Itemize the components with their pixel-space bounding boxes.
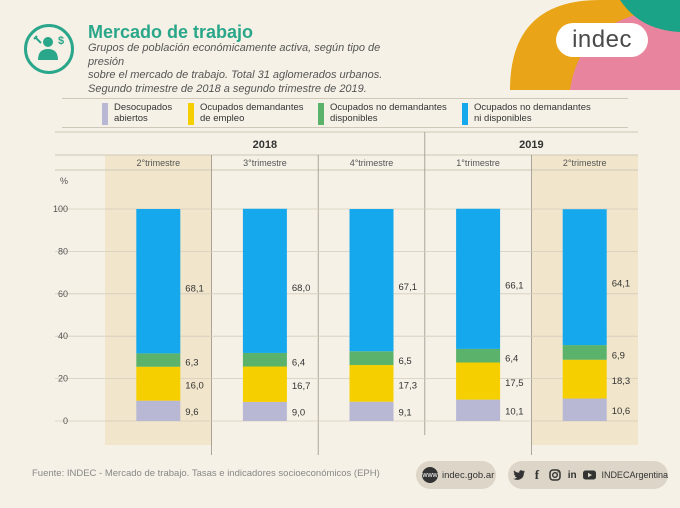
twitter-icon[interactable]	[513, 468, 526, 482]
data-label: 6,3	[185, 358, 198, 369]
data-label: 64,1	[612, 279, 631, 290]
globe-icon: www	[422, 467, 438, 483]
source-note: Fuente: INDEC - Mercado de trabajo. Tasa…	[32, 468, 380, 479]
legend-swatch	[462, 103, 468, 125]
year-label: 2019	[519, 139, 543, 151]
bar-segment	[456, 399, 501, 421]
bar-segment	[242, 208, 287, 353]
legend-swatch	[318, 103, 324, 125]
linkedin-icon[interactable]: in	[567, 469, 577, 481]
data-label: 17,3	[399, 380, 418, 391]
bar-segment	[349, 401, 394, 421]
y-tick-label: 40	[58, 331, 68, 341]
data-label: 9,0	[292, 407, 305, 418]
bar-segment	[242, 352, 287, 367]
bar-segment	[456, 362, 501, 400]
logo-text: indec	[572, 26, 632, 53]
data-label: 6,9	[612, 351, 625, 362]
data-label: 16,7	[292, 381, 311, 392]
instagram-icon[interactable]	[548, 468, 561, 482]
bar-segment	[136, 209, 181, 354]
legend-item-no-demandantes-ni-disponibles: Ocupados no demandantes ni disponibles	[462, 102, 591, 125]
y-axis-label: %	[60, 176, 68, 186]
bar-segment	[456, 348, 501, 363]
social-handle: INDECArgentina	[601, 470, 668, 480]
data-label: 10,1	[505, 406, 523, 417]
quarter-label: 4°trimestre	[350, 158, 394, 168]
data-label: 67,1	[399, 282, 418, 293]
quarter-label: 2°trimestre	[136, 158, 180, 168]
indec-logo[interactable]: indec	[556, 23, 648, 57]
y-tick-label: 80	[58, 246, 68, 256]
data-label: 6,5	[399, 356, 412, 367]
legend-label: Ocupados no demandantes ni disponibles	[474, 102, 591, 124]
y-tick-label: 100	[53, 204, 68, 214]
bar-segment	[562, 345, 607, 360]
data-label: 10,6	[612, 406, 631, 417]
bar-segment	[242, 366, 287, 402]
subtitle-line: Segundo trimestre de 2018 a segundo trim…	[88, 82, 367, 95]
svg-text:$: $	[58, 35, 64, 47]
bar-segment	[136, 353, 181, 367]
data-label: 17,5	[505, 378, 523, 389]
data-label: 16,0	[185, 381, 204, 392]
stacked-bar-chart: 2018 2019 2°trimestre 3°trimestre 4°trimestr…	[53, 131, 638, 455]
bar-segment	[456, 208, 501, 349]
legend-item-desocupados: Desocupados abiertos	[102, 102, 173, 125]
year-label: 2018	[253, 139, 277, 151]
bar-segment	[349, 209, 394, 352]
data-label: 9,1	[399, 407, 412, 418]
y-tick-label: 20	[58, 374, 68, 384]
legend-item-no-demandantes-disponibles: Ocupados no demandantes disponibles	[318, 102, 447, 125]
page-title: Mercado de trabajo	[88, 22, 254, 42]
legend-swatch	[102, 103, 108, 125]
quarter-label: 2°trimestre	[563, 158, 607, 168]
data-label: 68,0	[292, 283, 311, 294]
quarter-label: 3°trimestre	[243, 158, 287, 168]
legend-label: Desocupados abiertos	[114, 102, 173, 124]
bar-segment	[562, 398, 607, 421]
data-label: 68,1	[185, 283, 204, 294]
y-tick-label: 0	[63, 416, 68, 426]
bar-segment	[136, 400, 181, 421]
bar-segment	[349, 351, 394, 366]
data-label: 6,4	[505, 353, 518, 364]
bar-segment	[562, 209, 607, 346]
chart-legend: Desocupados abiertos Ocupados demandantes…	[62, 98, 628, 128]
bar-segment	[562, 359, 607, 399]
y-tick-label: 60	[58, 289, 68, 299]
social-links[interactable]: f in INDECArgentina	[508, 461, 668, 489]
quarter-label: 1°trimestre	[456, 158, 500, 168]
data-label: 18,3	[612, 376, 631, 387]
website-link[interactable]: www indec.gob.ar	[416, 461, 496, 489]
facebook-icon[interactable]: f	[534, 467, 540, 482]
youtube-icon[interactable]	[583, 468, 597, 482]
bar-segment	[349, 365, 394, 402]
subtitle-line: Grupos de población económicamente activ…	[88, 42, 381, 68]
subtitle-line: sobre el mercado de trabajo. Total 31 ag…	[88, 69, 383, 81]
page-subtitle: Grupos de población económicamente activ…	[88, 42, 418, 96]
website-text: indec.gob.ar	[442, 469, 495, 481]
legend-label: Ocupados no demandantes disponibles	[330, 102, 447, 124]
data-label: 66,1	[505, 281, 523, 292]
legend-item-demandantes: Ocupados demandantes de empleo	[188, 102, 304, 125]
worker-tools-money-icon: $	[24, 24, 74, 74]
legend-swatch	[188, 103, 194, 125]
bar-segment	[242, 401, 287, 421]
data-label: 9,6	[185, 407, 198, 418]
bar-segment	[136, 366, 181, 401]
data-label: 6,4	[292, 358, 305, 369]
legend-label: Ocupados demandantes de empleo	[200, 102, 304, 124]
